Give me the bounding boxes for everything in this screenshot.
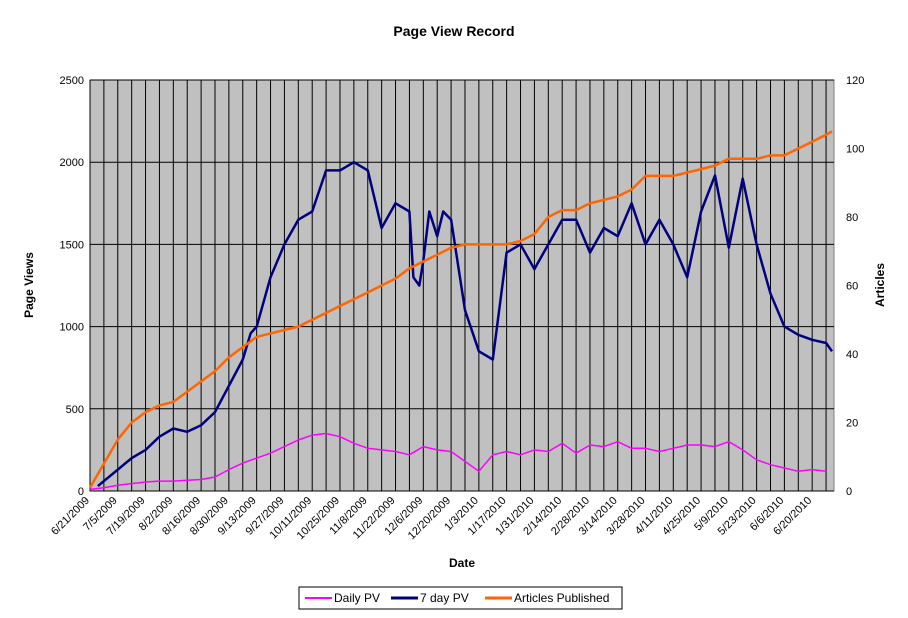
x-tick-label: 6/21/2009 [49,495,92,538]
y2-tick-label: 120 [846,75,864,87]
daily-pv-line [89,432,827,491]
y-tick-label: 2500 [60,75,84,87]
legend-label-daily-pv: Daily PV [334,591,380,605]
vertical-gridlines [89,80,827,491]
y-tick-label: 500 [66,404,84,416]
chart-title: Page View Record [393,23,514,39]
y-tick-label: 0 [78,486,84,498]
legend-label-articles-published: Articles Published [514,591,609,605]
series-layer [88,130,834,491]
legend-label-7-day-pv: 7 day PV [420,591,469,605]
y2-axis-title: Articles [873,263,887,307]
y-tick-label: 2000 [60,157,84,169]
y2-tick-label: 0 [846,486,852,498]
y-axis-title: Page Views [22,252,36,318]
y-tick-label: 1500 [60,239,84,251]
7-day-pv-line [97,160,834,488]
y2-tick-label: 80 [846,212,858,224]
y2-tick-label: 60 [846,281,858,293]
y-tick-label: 1000 [60,322,84,334]
left-axis-ticks: 0 500 1000 1500 2000 2500 [60,75,84,498]
articles-published-line [88,130,833,489]
right-axis-ticks: 0 20 40 60 80 100 120 [846,75,864,498]
x-axis-ticks: 6/21/20097/5/20097/19/20098/2/20098/16/2… [49,495,814,542]
x-axis-title: Date [449,556,475,570]
legend-box [298,586,623,610]
y2-tick-label: 20 [846,418,858,430]
y2-tick-label: 40 [846,349,858,361]
y2-tick-label: 100 [846,144,864,156]
legend: Daily PV 7 day PV Articles Published [298,586,623,610]
